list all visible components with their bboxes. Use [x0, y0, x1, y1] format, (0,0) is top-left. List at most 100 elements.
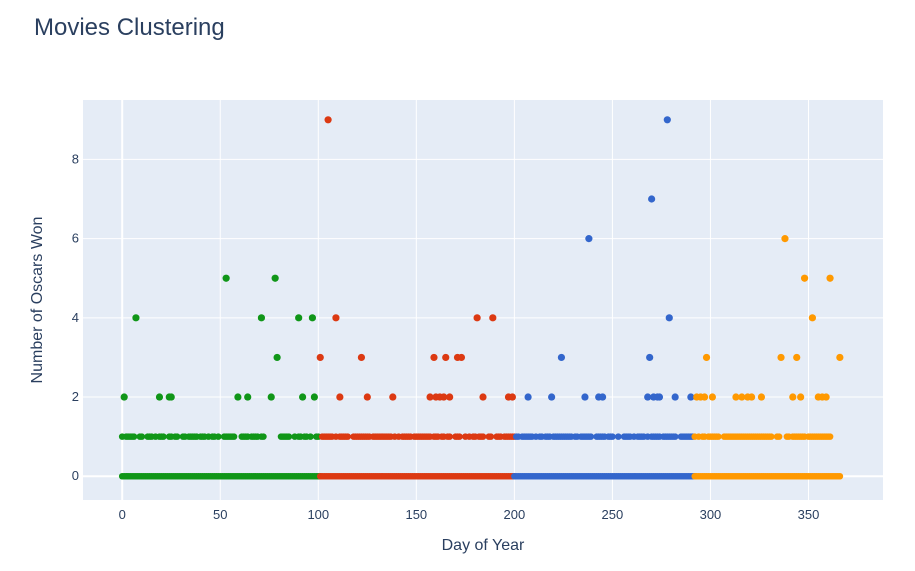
data-point [714, 433, 722, 440]
data-point [587, 433, 595, 440]
data-point [285, 433, 293, 440]
data-point [155, 393, 164, 401]
data-point [308, 314, 317, 322]
plot-area [83, 100, 883, 500]
data-point [332, 314, 340, 322]
data-point [132, 314, 140, 322]
data-point [167, 393, 175, 401]
data-point [663, 116, 671, 124]
data-point [822, 393, 830, 401]
data-point [440, 393, 448, 401]
data-point [310, 393, 318, 401]
data-point [548, 393, 556, 401]
data-point [644, 393, 652, 401]
data-point [244, 393, 252, 401]
data-point [363, 393, 371, 401]
data-point [646, 353, 654, 362]
data-point [836, 472, 844, 480]
data-point [609, 433, 616, 440]
data-point [273, 353, 281, 362]
data-point [585, 235, 593, 243]
data-points [118, 116, 844, 480]
x-tick-label: 250 [602, 507, 624, 522]
data-point [446, 393, 454, 401]
data-point [130, 433, 138, 440]
data-point [655, 393, 664, 401]
data-point [457, 353, 466, 362]
data-point [793, 353, 801, 362]
data-point [738, 393, 746, 401]
y-tick-label: 8 [72, 151, 79, 166]
data-point [357, 353, 366, 362]
x-axis-title: Day of Year [442, 537, 525, 554]
data-point [307, 433, 314, 440]
data-point [781, 235, 789, 243]
x-tick-label: 50 [213, 507, 227, 522]
data-point [702, 353, 711, 362]
data-point [687, 393, 695, 401]
data-point [160, 433, 167, 440]
y-tick-label: 0 [72, 468, 79, 483]
data-point [789, 393, 797, 401]
data-point [557, 353, 566, 362]
y-tick-label: 6 [72, 231, 79, 246]
x-gridlines [121, 100, 809, 500]
data-point [299, 393, 307, 401]
data-point [479, 393, 487, 401]
data-point [614, 433, 622, 440]
data-point [808, 314, 817, 322]
x-tick-label: 300 [700, 507, 722, 522]
data-point [826, 274, 834, 282]
data-point [138, 433, 146, 440]
data-point [508, 393, 517, 401]
cluster-1 [118, 274, 324, 480]
data-point [473, 314, 481, 322]
x-tick-labels: 0 50 100 150 200 250 300 350 [119, 507, 820, 522]
y-tick-label: 2 [72, 389, 79, 404]
x-tick-label: 100 [307, 507, 329, 522]
data-point [271, 274, 279, 282]
data-point [524, 393, 532, 401]
data-point [267, 393, 275, 401]
data-point [316, 353, 324, 362]
data-point [700, 393, 709, 401]
chart-title: Movies Clustering [34, 14, 225, 41]
data-point [336, 393, 344, 401]
data-point [826, 433, 834, 440]
data-point [430, 353, 438, 362]
data-point [344, 433, 352, 440]
x-tick-label: 0 [119, 507, 126, 522]
data-point [732, 393, 740, 401]
x-tick-label: 350 [798, 507, 820, 522]
y-axis-title: Number of Oscars Won [29, 217, 46, 384]
y-tick-label: 4 [72, 310, 79, 325]
data-point [442, 353, 450, 362]
data-point [295, 314, 303, 322]
data-point [757, 393, 766, 401]
data-point [648, 195, 656, 203]
data-point [324, 116, 332, 124]
data-point [230, 433, 238, 440]
cluster-2 [316, 116, 518, 480]
data-point [120, 393, 128, 401]
data-point [665, 314, 673, 322]
data-point [446, 433, 453, 440]
data-point [671, 393, 679, 401]
data-point [748, 393, 756, 401]
y-tick-labels: 0 2 4 6 8 [72, 151, 79, 483]
data-point [479, 433, 487, 440]
data-point [836, 353, 844, 362]
data-point [173, 433, 181, 440]
data-point [708, 393, 717, 401]
data-point [775, 433, 783, 440]
data-point [234, 393, 242, 401]
data-point [797, 393, 805, 401]
data-point [489, 314, 497, 322]
cluster-4 [691, 235, 844, 480]
data-point [487, 433, 495, 440]
data-point [456, 433, 463, 440]
data-point [426, 393, 434, 401]
data-point [671, 433, 679, 440]
cluster-3 [511, 116, 699, 480]
